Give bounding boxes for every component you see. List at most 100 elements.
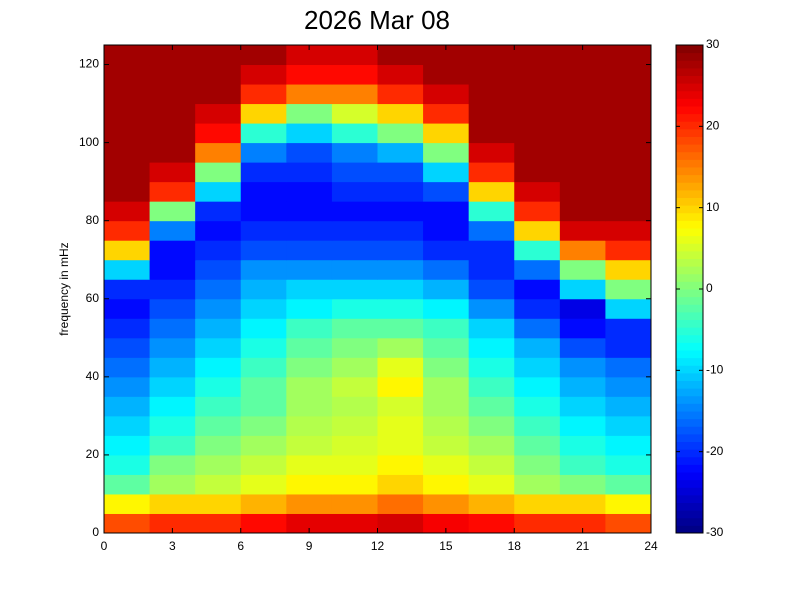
heatmap-cell <box>286 435 333 456</box>
colorbar-swatch <box>676 228 703 237</box>
heatmap-cell <box>149 201 196 222</box>
heatmap-cell <box>605 357 652 378</box>
heatmap-cell <box>514 279 561 300</box>
heatmap-cell <box>286 376 333 397</box>
heatmap-cell <box>605 454 652 475</box>
heatmap-cell <box>468 279 515 300</box>
heatmap-cell <box>559 64 606 85</box>
heatmap-cell <box>423 162 470 183</box>
heatmap-cell <box>377 259 424 280</box>
colorbar-swatch <box>676 487 703 496</box>
heatmap-cell <box>468 142 515 163</box>
colorbar-tick-label: -20 <box>706 444 724 458</box>
heatmap-cell <box>149 123 196 144</box>
heatmap-cell <box>468 298 515 319</box>
heatmap-cell <box>468 103 515 124</box>
heatmap-cell <box>286 337 333 358</box>
heatmap-cell <box>377 513 424 534</box>
heatmap-cell <box>514 123 561 144</box>
heatmap-cell <box>514 435 561 456</box>
heatmap-cell <box>377 64 424 85</box>
colorbar-swatch <box>676 128 703 137</box>
colorbar-swatch <box>676 136 703 145</box>
heatmap-cell <box>468 45 515 66</box>
heatmap-cell <box>195 279 242 300</box>
heatmap-cell <box>423 376 470 397</box>
heatmap-cell <box>605 415 652 436</box>
heatmap-cell <box>149 435 196 456</box>
heatmap-cell <box>286 142 333 163</box>
heatmap-cell <box>468 318 515 339</box>
colorbar-swatch <box>676 52 703 61</box>
heatmap-cell <box>331 513 378 534</box>
colorbar-swatch <box>676 220 703 229</box>
heatmap-cell <box>605 84 652 105</box>
colorbar-swatch <box>676 502 703 511</box>
y-tick-label: 40 <box>86 369 100 383</box>
colorbar-swatch <box>676 525 703 534</box>
heatmap-cell <box>605 318 652 339</box>
heatmap-cell <box>423 123 470 144</box>
heatmap-cell <box>104 396 151 417</box>
heatmap-cell <box>149 162 196 183</box>
heatmap-cell <box>423 45 470 66</box>
heatmap-cell <box>195 337 242 358</box>
heatmap-cell <box>559 435 606 456</box>
colorbar-tick-label: -30 <box>706 525 724 539</box>
heatmap-cell <box>377 396 424 417</box>
heatmap-cell <box>149 357 196 378</box>
heatmap-cell <box>423 201 470 222</box>
heatmap-cell <box>514 415 561 436</box>
heatmap-cell <box>104 142 151 163</box>
heatmap-cell <box>377 123 424 144</box>
heatmap-cell <box>240 435 287 456</box>
heatmap-cell <box>605 435 652 456</box>
colorbar-swatch <box>676 258 703 267</box>
heatmap-cell <box>377 279 424 300</box>
heatmap-cell <box>468 162 515 183</box>
heatmap-cell <box>104 376 151 397</box>
heatmap-cell <box>240 318 287 339</box>
heatmap-cell <box>149 298 196 319</box>
heatmap-cell <box>331 337 378 358</box>
heatmap-cell <box>468 454 515 475</box>
heatmap-cell <box>104 259 151 280</box>
x-tick-label: 12 <box>371 539 385 553</box>
heatmap-cell <box>559 279 606 300</box>
heatmap-cell <box>468 376 515 397</box>
colorbar-swatch <box>676 418 703 427</box>
heatmap-cell <box>377 357 424 378</box>
heatmap-cell <box>605 162 652 183</box>
heatmap-cell <box>104 513 151 534</box>
heatmap-cell <box>423 259 470 280</box>
colorbar-swatch <box>676 144 703 153</box>
heatmap-cell <box>605 513 652 534</box>
heatmap-cell <box>514 454 561 475</box>
heatmap-cell <box>104 84 151 105</box>
heatmap-cell <box>423 103 470 124</box>
colorbar-swatch <box>676 411 703 420</box>
y-tick-label: 0 <box>92 525 99 539</box>
heatmap-cell <box>149 474 196 495</box>
colorbar-tick-label: 30 <box>706 37 720 51</box>
colorbar-swatch <box>676 75 703 84</box>
heatmap-cell <box>286 474 333 495</box>
colorbar-swatch <box>676 479 703 488</box>
colorbar-swatch <box>676 289 703 298</box>
heatmap-cell <box>514 142 561 163</box>
heatmap-cell <box>468 435 515 456</box>
colorbar-swatch <box>676 45 703 54</box>
heatmap-cell <box>423 142 470 163</box>
heatmap-cell <box>377 201 424 222</box>
heatmap-cell <box>423 337 470 358</box>
heatmap-cell <box>104 45 151 66</box>
colorbar-swatch <box>676 90 703 99</box>
heatmap-cell <box>377 84 424 105</box>
colorbar-swatch <box>676 433 703 442</box>
heatmap-cell <box>240 279 287 300</box>
heatmap-cell <box>149 376 196 397</box>
heatmap-cell <box>423 64 470 85</box>
heatmap-cell <box>240 142 287 163</box>
heatmap-cell <box>104 103 151 124</box>
colorbar-tick-label: 10 <box>706 200 720 214</box>
